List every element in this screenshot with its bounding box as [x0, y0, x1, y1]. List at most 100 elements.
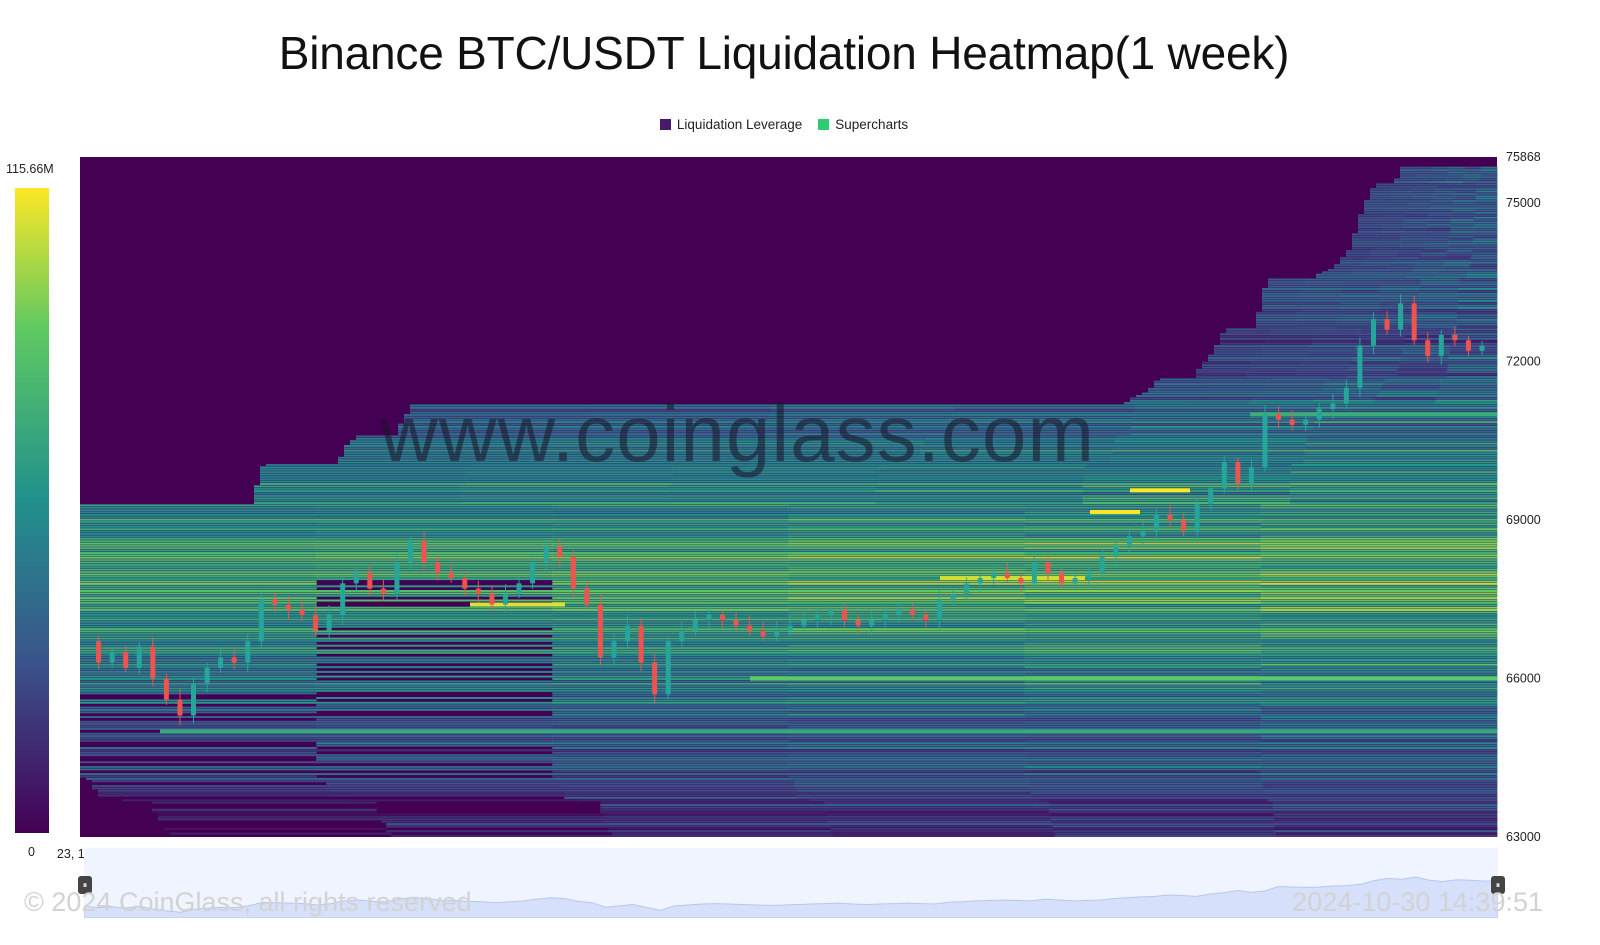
heatmap-band — [316, 680, 553, 683]
heatmap-band — [1262, 780, 1498, 783]
range-navigator[interactable] — [84, 848, 1498, 918]
candle-body — [516, 583, 522, 594]
legend-item-liquidation-leverage[interactable]: Liquidation Leverage — [659, 117, 802, 132]
heatmap-band — [1038, 799, 1269, 802]
heatmap-band — [1416, 166, 1433, 169]
heatmap-band — [1444, 261, 1472, 264]
heatmap-hot-line — [1130, 488, 1190, 493]
heatmap-band — [92, 787, 327, 790]
heatmap-band — [1263, 794, 1498, 797]
heatmap-band — [531, 459, 725, 462]
heatmap-band — [1475, 195, 1498, 198]
navigator-left-handle[interactable]: ⏸ — [78, 876, 92, 894]
heatmap-band — [80, 661, 317, 664]
heatmap-band — [1116, 437, 1308, 440]
heatmap-band — [1438, 390, 1498, 393]
heatmap-band — [1416, 321, 1458, 324]
candle-body — [882, 615, 888, 621]
heatmap-band — [316, 666, 553, 669]
heatmap-band — [1376, 235, 1401, 238]
heatmap-band — [1408, 200, 1431, 202]
heatmap-band — [410, 404, 592, 407]
candle-body — [706, 615, 712, 621]
heatmap-band — [536, 447, 729, 450]
heatmap-band — [1374, 397, 1437, 400]
heatmap-band — [1262, 288, 1302, 290]
heatmap-band — [1382, 380, 1441, 383]
heatmap-band — [1349, 366, 1400, 369]
heatmap-band — [1472, 247, 1498, 250]
heatmap-band — [80, 682, 317, 685]
heatmap-band — [1289, 494, 1498, 497]
heatmap-band — [1344, 278, 1383, 281]
heatmap-band — [1404, 223, 1428, 226]
heatmap-band — [1418, 295, 1459, 298]
heatmap-band — [316, 585, 553, 588]
heatmap-band — [947, 430, 1132, 433]
heatmap-band — [560, 787, 795, 790]
heatmap-band — [1418, 309, 1459, 312]
heatmap-band — [316, 518, 553, 521]
heatmap-band — [1370, 197, 1392, 200]
heatmap-band — [1273, 818, 1498, 821]
heatmap-band — [1361, 266, 1389, 269]
heatmap-band — [80, 775, 317, 778]
heatmap-band — [344, 447, 537, 450]
heatmap-band — [1376, 321, 1418, 324]
heatmap-band — [1296, 311, 1337, 314]
heatmap-band — [1433, 188, 1456, 191]
heatmap-band — [604, 815, 828, 818]
heatmap-band — [316, 623, 553, 626]
heatmap-band — [1340, 259, 1367, 262]
heatmap-band — [316, 761, 553, 764]
candle-body — [421, 541, 427, 563]
heatmap-band — [1201, 392, 1261, 395]
heatmap-band — [1306, 435, 1498, 438]
heatmap-band — [552, 504, 789, 507]
heatmap-band — [1474, 200, 1498, 202]
heatmap-band — [1260, 537, 1498, 540]
heatmap-band — [1134, 409, 1317, 412]
heatmap-band — [1256, 314, 1297, 317]
heatmap-band — [266, 464, 472, 466]
heatmap-band — [1457, 307, 1498, 309]
heatmap-band — [1346, 273, 1377, 276]
heatmap-band — [1124, 402, 1187, 405]
heatmap-band — [788, 651, 1026, 654]
navigator-right-handle[interactable]: ⏸ — [1491, 876, 1505, 894]
y-tick-label: 72000 — [1506, 354, 1541, 368]
candle-body — [1262, 414, 1268, 468]
heatmap-band — [1084, 480, 1292, 483]
legend-item-supercharts[interactable]: Supercharts — [818, 117, 908, 132]
heatmap-band — [788, 542, 1026, 545]
heatmap-band — [1325, 380, 1384, 383]
heatmap-band — [1444, 257, 1472, 260]
candle-body — [218, 657, 224, 668]
heatmap-band — [1024, 578, 1262, 581]
heatmap-band — [608, 825, 831, 828]
heatmap-hot-line — [160, 729, 1497, 734]
heatmap-band — [1260, 756, 1498, 759]
heatmap-band — [1260, 620, 1498, 623]
heatmap-band — [1262, 292, 1302, 295]
heatmap-band — [80, 549, 317, 552]
heatmap-band — [788, 573, 1026, 576]
heatmap-band — [920, 454, 1114, 457]
heatmap-band — [1296, 368, 1347, 371]
heatmap-band — [1260, 739, 1498, 742]
heatmap-band — [1400, 238, 1425, 241]
heatmap-band — [668, 490, 876, 493]
heatmap-band — [1024, 580, 1262, 583]
heatmap-band — [80, 716, 317, 718]
heatmap-band — [80, 575, 317, 578]
heatmap-band — [1412, 190, 1434, 193]
heatmap-band — [316, 661, 553, 664]
candle-body — [96, 641, 102, 663]
heatmap-band — [1448, 176, 1466, 179]
heatmap-band — [1024, 549, 1262, 552]
heatmap-band — [316, 682, 553, 685]
heatmap-band — [1376, 273, 1407, 276]
heatmap-band — [1448, 359, 1498, 362]
heatmap-band — [1379, 297, 1420, 300]
